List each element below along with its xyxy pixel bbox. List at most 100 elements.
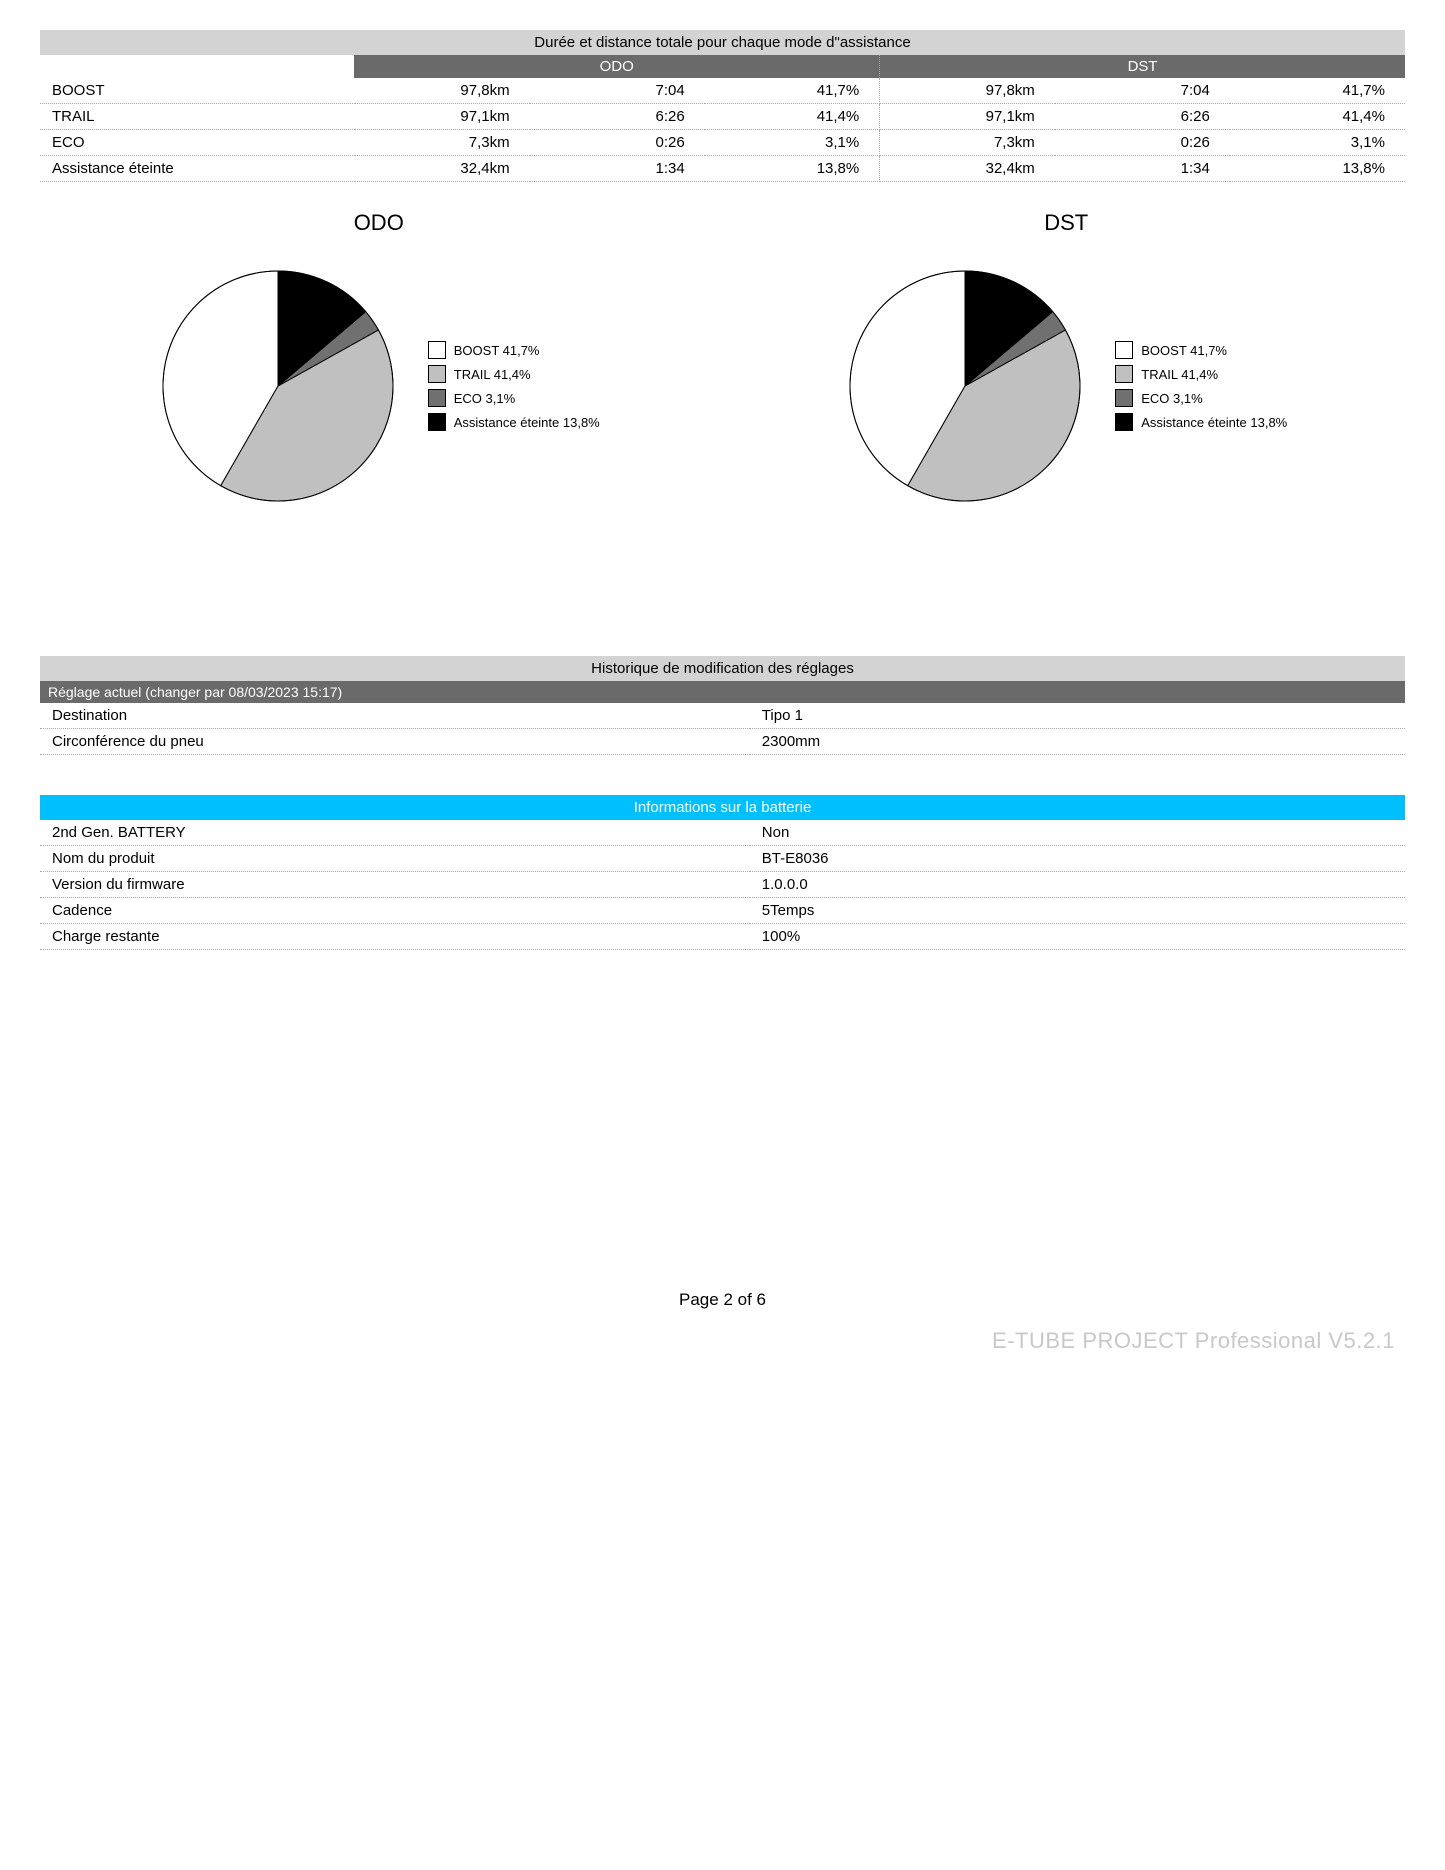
row-label: TRAIL bbox=[40, 104, 355, 130]
odo-pct: 3,1% bbox=[705, 130, 880, 156]
odo-time: 0:26 bbox=[530, 130, 705, 156]
odo-pct: 41,4% bbox=[705, 104, 880, 130]
kv-key: Version du firmware bbox=[40, 872, 750, 898]
kv-key: Cadence bbox=[40, 898, 750, 924]
dst-time: 1:34 bbox=[1055, 156, 1230, 182]
table-row: BOOST97,8km7:0441,7%97,8km7:0441,7% bbox=[40, 78, 1405, 104]
table-row: ECO7,3km0:263,1%7,3km0:263,1% bbox=[40, 130, 1405, 156]
legend-item: Assistance éteinte 13,8% bbox=[428, 413, 600, 431]
kv-value: 100% bbox=[750, 924, 1405, 950]
odo-pct: 41,7% bbox=[705, 78, 880, 104]
chart-odo: ODO BOOST 41,7% TRAIL 41,4% ECO 3,1% Assist… bbox=[40, 200, 718, 506]
legend-item: TRAIL 41,4% bbox=[428, 365, 600, 383]
table-row: Cadence5Temps bbox=[40, 898, 1405, 924]
legend-label: BOOST 41,7% bbox=[1141, 343, 1227, 358]
assist-mode-colheaders: ODO DST bbox=[40, 55, 1405, 78]
kv-value: 5Temps bbox=[750, 898, 1405, 924]
table-row: Version du firmware1.0.0.0 bbox=[40, 872, 1405, 898]
battery-title: Informations sur la batterie bbox=[40, 795, 1405, 820]
dst-dist: 97,1km bbox=[880, 104, 1055, 130]
col-odo: ODO bbox=[354, 55, 880, 78]
table-row: Circonférence du pneu2300mm bbox=[40, 729, 1405, 755]
footer: Page 2 of 6 E-TUBE PROJECT Professional … bbox=[40, 1290, 1405, 1354]
kv-value: Tipo 1 bbox=[750, 703, 1405, 729]
dst-pct: 41,4% bbox=[1230, 104, 1405, 130]
watermark: E-TUBE PROJECT Professional V5.2.1 bbox=[40, 1328, 1405, 1354]
legend-dst: BOOST 41,7% TRAIL 41,4% ECO 3,1% Assistance… bbox=[1115, 335, 1287, 437]
legend-swatch bbox=[1115, 389, 1133, 407]
legend-swatch bbox=[428, 389, 446, 407]
kv-key: Destination bbox=[40, 703, 750, 729]
row-label: ECO bbox=[40, 130, 355, 156]
legend-swatch bbox=[428, 413, 446, 431]
table-row: Assistance éteinte32,4km1:3413,8%32,4km1… bbox=[40, 156, 1405, 182]
table-row: Charge restante100% bbox=[40, 924, 1405, 950]
legend-odo: BOOST 41,7% TRAIL 41,4% ECO 3,1% Assistance… bbox=[428, 335, 600, 437]
odo-time: 7:04 bbox=[530, 78, 705, 104]
odo-dist: 7,3km bbox=[355, 130, 530, 156]
kv-key: 2nd Gen. BATTERY bbox=[40, 820, 750, 846]
table-row: Nom du produitBT-E8036 bbox=[40, 846, 1405, 872]
legend-item: Assistance éteinte 13,8% bbox=[1115, 413, 1287, 431]
legend-label: Assistance éteinte 13,8% bbox=[454, 415, 600, 430]
charts-row: ODO BOOST 41,7% TRAIL 41,4% ECO 3,1% Assist… bbox=[40, 200, 1405, 506]
table-row: DestinationTipo 1 bbox=[40, 703, 1405, 729]
legend-item: TRAIL 41,4% bbox=[1115, 365, 1287, 383]
table-row: 2nd Gen. BATTERYNon bbox=[40, 820, 1405, 846]
assist-mode-table: BOOST97,8km7:0441,7%97,8km7:0441,7%TRAIL… bbox=[40, 78, 1405, 182]
kv-value: BT-E8036 bbox=[750, 846, 1405, 872]
legend-item: BOOST 41,7% bbox=[428, 341, 600, 359]
dst-pct: 3,1% bbox=[1230, 130, 1405, 156]
odo-dist: 97,1km bbox=[355, 104, 530, 130]
legend-swatch bbox=[428, 365, 446, 383]
dst-dist: 32,4km bbox=[880, 156, 1055, 182]
legend-item: BOOST 41,7% bbox=[1115, 341, 1287, 359]
chart-dst: DST BOOST 41,7% TRAIL 41,4% ECO 3,1% Assist… bbox=[728, 200, 1406, 506]
odo-pct: 13,8% bbox=[705, 156, 880, 182]
dst-time: 7:04 bbox=[1055, 78, 1230, 104]
legend-label: ECO 3,1% bbox=[454, 391, 515, 406]
history-subtitle: Réglage actuel (changer par 08/03/2023 1… bbox=[40, 681, 1405, 703]
battery-table: 2nd Gen. BATTERYNonNom du produitBT-E803… bbox=[40, 820, 1405, 950]
kv-value: Non bbox=[750, 820, 1405, 846]
legend-item: ECO 3,1% bbox=[1115, 389, 1287, 407]
kv-key: Charge restante bbox=[40, 924, 750, 950]
dst-dist: 97,8km bbox=[880, 78, 1055, 104]
odo-dist: 97,8km bbox=[355, 78, 530, 104]
assist-mode-section: Durée et distance totale pour chaque mod… bbox=[40, 30, 1405, 182]
legend-label: TRAIL 41,4% bbox=[1141, 367, 1218, 382]
legend-label: BOOST 41,7% bbox=[454, 343, 540, 358]
odo-dist: 32,4km bbox=[355, 156, 530, 182]
legend-label: ECO 3,1% bbox=[1141, 391, 1202, 406]
dst-dist: 7,3km bbox=[880, 130, 1055, 156]
kv-value: 1.0.0.0 bbox=[750, 872, 1405, 898]
table-row: TRAIL97,1km6:2641,4%97,1km6:2641,4% bbox=[40, 104, 1405, 130]
legend-swatch bbox=[428, 341, 446, 359]
dst-time: 0:26 bbox=[1055, 130, 1230, 156]
kv-value: 2300mm bbox=[750, 729, 1405, 755]
history-section: Historique de modification des réglages … bbox=[40, 656, 1405, 755]
dst-pct: 41,7% bbox=[1230, 78, 1405, 104]
pie-chart-odo bbox=[158, 266, 398, 506]
legend-item: ECO 3,1% bbox=[428, 389, 600, 407]
legend-swatch bbox=[1115, 365, 1133, 383]
dst-pct: 13,8% bbox=[1230, 156, 1405, 182]
legend-swatch bbox=[1115, 413, 1133, 431]
legend-label: Assistance éteinte 13,8% bbox=[1141, 415, 1287, 430]
dst-time: 6:26 bbox=[1055, 104, 1230, 130]
assist-mode-title: Durée et distance totale pour chaque mod… bbox=[40, 30, 1405, 55]
col-dst: DST bbox=[880, 55, 1405, 78]
history-title: Historique de modification des réglages bbox=[40, 656, 1405, 681]
pie-chart-dst bbox=[845, 266, 1085, 506]
kv-key: Circonférence du pneu bbox=[40, 729, 750, 755]
history-table: DestinationTipo 1Circonférence du pneu23… bbox=[40, 703, 1405, 755]
chart-dst-title: DST bbox=[1044, 210, 1088, 236]
kv-key: Nom du produit bbox=[40, 846, 750, 872]
page-number: Page 2 of 6 bbox=[40, 1290, 1405, 1310]
legend-label: TRAIL 41,4% bbox=[454, 367, 531, 382]
chart-odo-title: ODO bbox=[354, 210, 404, 236]
row-label: Assistance éteinte bbox=[40, 156, 355, 182]
odo-time: 6:26 bbox=[530, 104, 705, 130]
legend-swatch bbox=[1115, 341, 1133, 359]
odo-time: 1:34 bbox=[530, 156, 705, 182]
